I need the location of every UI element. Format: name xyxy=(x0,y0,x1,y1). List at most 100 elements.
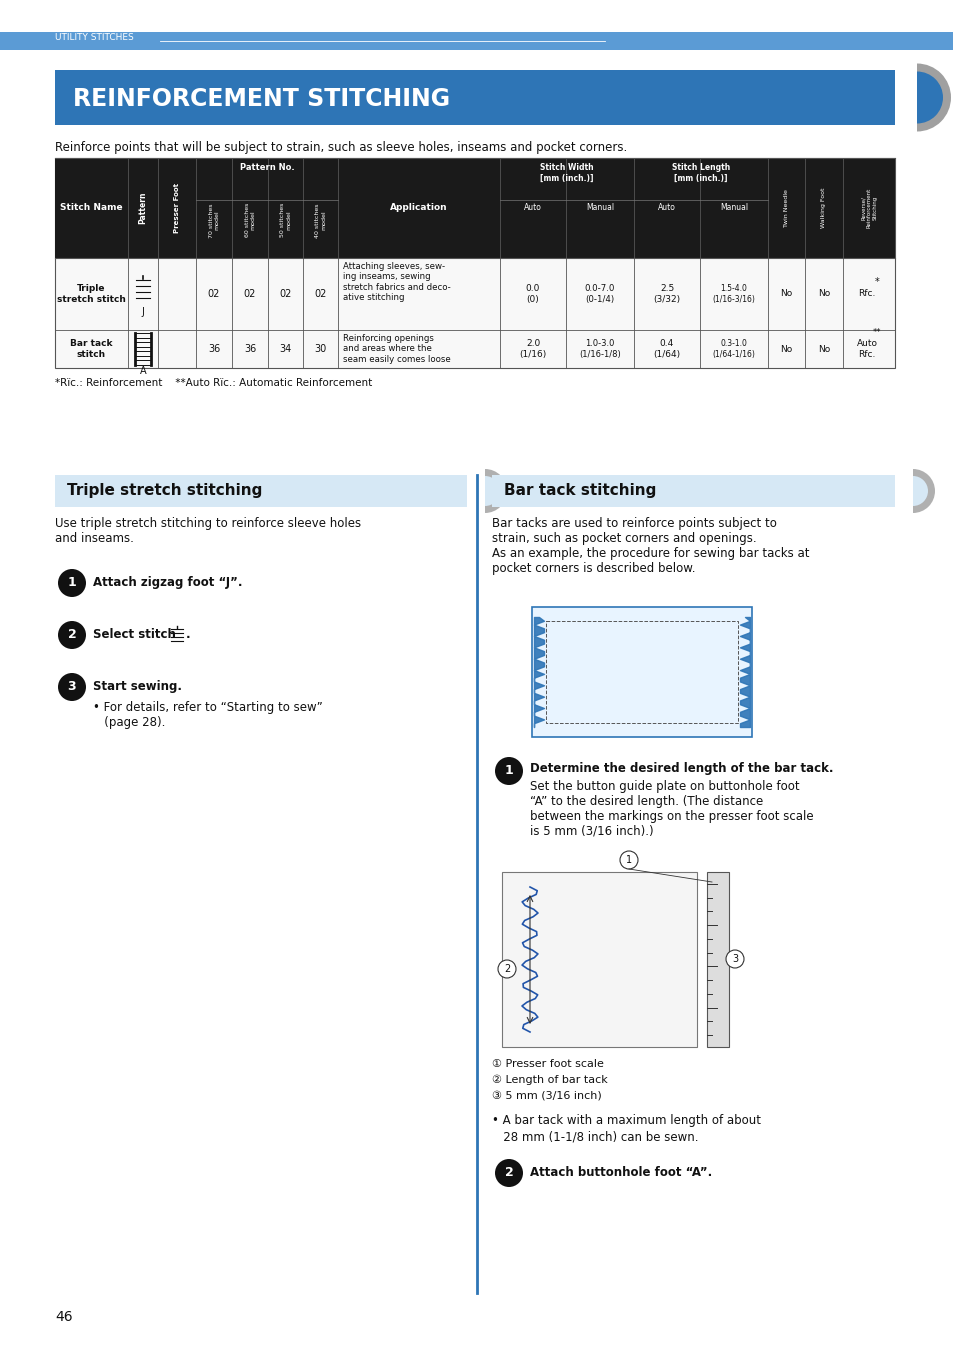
Wedge shape xyxy=(484,476,499,506)
Bar xyxy=(55,70,894,125)
Text: Bar tack stitching: Bar tack stitching xyxy=(503,484,656,499)
Text: 0.0-7.0
(0-1/4): 0.0-7.0 (0-1/4) xyxy=(584,284,615,303)
Text: 02: 02 xyxy=(244,288,256,299)
Text: 02: 02 xyxy=(208,288,220,299)
Text: Rfc.: Rfc. xyxy=(858,290,875,298)
Text: ③ 5 mm (3/16 inch): ③ 5 mm (3/16 inch) xyxy=(492,1091,601,1101)
Text: 0.0
(0): 0.0 (0) xyxy=(525,284,539,303)
Bar xyxy=(532,607,751,737)
Text: 36: 36 xyxy=(244,344,255,355)
Text: 2: 2 xyxy=(503,964,510,975)
Bar xyxy=(55,158,894,368)
Wedge shape xyxy=(912,476,927,506)
Text: Reverse/
Reinforcement
Stitching: Reverse/ Reinforcement Stitching xyxy=(860,187,877,228)
Text: 28 mm (1-1/8 inch) can be sewn.: 28 mm (1-1/8 inch) can be sewn. xyxy=(492,1131,698,1144)
Text: Auto
Rfc.: Auto Rfc. xyxy=(856,340,877,359)
Bar xyxy=(545,621,738,723)
Text: Manual: Manual xyxy=(720,204,747,212)
Text: 2: 2 xyxy=(68,628,76,642)
Text: Reinforce points that will be subject to strain, such as sleeve holes, inseams a: Reinforce points that will be subject to… xyxy=(55,142,626,154)
Text: Triple stretch stitching: Triple stretch stitching xyxy=(67,484,262,499)
Bar xyxy=(501,872,697,1047)
Wedge shape xyxy=(916,71,942,124)
Text: 34: 34 xyxy=(279,344,292,355)
Text: Use triple stretch stitching to reinforce sleeve holes
and inseams.: Use triple stretch stitching to reinforc… xyxy=(55,518,361,545)
Text: Pattern: Pattern xyxy=(138,191,148,224)
Circle shape xyxy=(497,960,516,979)
Text: Presser Foot: Presser Foot xyxy=(173,183,180,233)
Text: No: No xyxy=(817,345,829,353)
Bar xyxy=(492,474,894,507)
Text: Attach buttonhole foot “A”.: Attach buttonhole foot “A”. xyxy=(530,1166,712,1180)
Text: 2: 2 xyxy=(504,1166,513,1180)
Text: Manual: Manual xyxy=(585,204,614,212)
Bar xyxy=(56,259,893,330)
Text: Walking Foot: Walking Foot xyxy=(821,187,825,228)
Text: Auto: Auto xyxy=(523,204,541,212)
Text: 2.5
(3/32): 2.5 (3/32) xyxy=(653,284,679,303)
Text: Stitch Length
[mm (inch.)]: Stitch Length [mm (inch.)] xyxy=(671,163,729,182)
Text: ② Length of bar tack: ② Length of bar tack xyxy=(492,1074,607,1085)
Text: Stitch Width
[mm (inch.)]: Stitch Width [mm (inch.)] xyxy=(539,163,593,182)
Text: Stitch Name: Stitch Name xyxy=(60,204,123,213)
Text: Pattern No.: Pattern No. xyxy=(239,163,294,173)
Circle shape xyxy=(58,621,86,648)
Text: 0.4
(1/64): 0.4 (1/64) xyxy=(653,340,679,359)
Text: 46: 46 xyxy=(55,1310,72,1324)
Text: 1.5-4.0
(1/16-3/16): 1.5-4.0 (1/16-3/16) xyxy=(712,284,755,303)
Text: *: * xyxy=(874,276,879,287)
Text: 3: 3 xyxy=(731,954,738,964)
Text: REINFORCEMENT STITCHING: REINFORCEMENT STITCHING xyxy=(73,86,450,111)
Text: 1: 1 xyxy=(504,764,513,778)
Text: Attach zigzag foot “J”.: Attach zigzag foot “J”. xyxy=(92,576,242,589)
Bar xyxy=(706,872,728,1047)
Text: Reinforcing openings
and areas where the
seam easily comes loose: Reinforcing openings and areas where the… xyxy=(343,334,450,364)
Text: 02: 02 xyxy=(314,288,326,299)
Text: No: No xyxy=(817,290,829,298)
Circle shape xyxy=(495,758,522,785)
Wedge shape xyxy=(912,469,934,514)
Text: UTILITY STITCHES: UTILITY STITCHES xyxy=(55,32,133,42)
Text: J: J xyxy=(141,307,144,317)
Text: A: A xyxy=(139,367,146,376)
Text: 1: 1 xyxy=(625,855,632,865)
Wedge shape xyxy=(484,469,506,514)
Text: 50 stitches
model: 50 stitches model xyxy=(280,204,291,237)
Text: No: No xyxy=(780,345,792,353)
Text: Twin Needle: Twin Needle xyxy=(783,189,788,226)
Text: Attaching sleeves, sew-
ing inseams, sewing
stretch fabrics and deco-
ative stit: Attaching sleeves, sew- ing inseams, sew… xyxy=(343,262,450,302)
Text: Bar tack
stitch: Bar tack stitch xyxy=(71,340,112,359)
Circle shape xyxy=(58,673,86,701)
Bar xyxy=(55,158,894,257)
Text: 1.0-3.0
(1/16-1/8): 1.0-3.0 (1/16-1/8) xyxy=(578,340,620,359)
Text: No: No xyxy=(780,290,792,298)
Text: Triple
stretch stitch: Triple stretch stitch xyxy=(57,284,126,303)
Text: 70 stitches
model: 70 stitches model xyxy=(209,204,219,237)
Circle shape xyxy=(619,851,638,869)
Text: 60 stitches
model: 60 stitches model xyxy=(244,204,255,237)
Bar xyxy=(56,332,893,367)
Text: .: . xyxy=(186,628,191,642)
Text: • For details, refer to “Starting to sew”
   (page 28).: • For details, refer to “Starting to sew… xyxy=(92,701,322,729)
Text: 0.3-1.0
(1/64-1/16): 0.3-1.0 (1/64-1/16) xyxy=(712,340,755,359)
Text: Determine the desired length of the bar tack.: Determine the desired length of the bar … xyxy=(530,762,833,775)
Text: 3: 3 xyxy=(68,681,76,693)
Text: ① Presser foot scale: ① Presser foot scale xyxy=(492,1060,603,1069)
Bar xyxy=(0,32,953,50)
Text: 1: 1 xyxy=(68,577,76,589)
Text: Auto: Auto xyxy=(658,204,676,212)
Text: • A bar tack with a maximum length of about: • A bar tack with a maximum length of ab… xyxy=(492,1113,760,1127)
Circle shape xyxy=(58,569,86,597)
Circle shape xyxy=(495,1159,522,1188)
Text: Select stitch: Select stitch xyxy=(92,628,175,642)
Text: 2.0
(1/16): 2.0 (1/16) xyxy=(518,340,546,359)
Text: Set the button guide plate on buttonhole foot
“A” to the desired length. (The di: Set the button guide plate on buttonhole… xyxy=(530,780,813,838)
Text: Start sewing.: Start sewing. xyxy=(92,679,182,693)
Text: 30: 30 xyxy=(314,344,326,355)
Circle shape xyxy=(725,950,743,968)
Bar xyxy=(55,474,467,507)
Text: 36: 36 xyxy=(208,344,220,355)
Text: 40 stitches
model: 40 stitches model xyxy=(314,204,326,237)
Wedge shape xyxy=(916,63,950,132)
Text: Application: Application xyxy=(390,204,447,213)
